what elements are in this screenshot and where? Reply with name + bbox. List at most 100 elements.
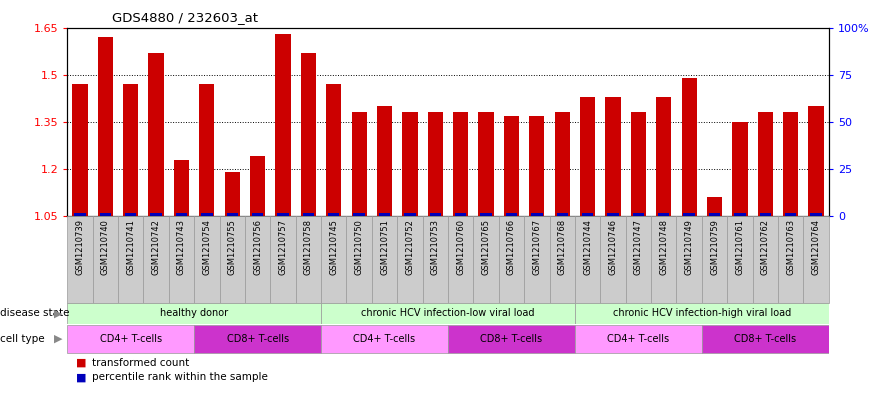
Bar xyxy=(402,112,418,216)
Text: healthy donor: healthy donor xyxy=(160,309,228,318)
Text: GSM1210744: GSM1210744 xyxy=(583,219,592,275)
Bar xyxy=(252,213,263,216)
Text: GSM1210752: GSM1210752 xyxy=(405,219,415,275)
Bar xyxy=(808,106,823,216)
Bar xyxy=(176,213,187,216)
Text: GSM1210754: GSM1210754 xyxy=(202,219,211,275)
Bar xyxy=(676,216,702,303)
Bar xyxy=(321,303,575,324)
Text: GSM1210749: GSM1210749 xyxy=(685,219,694,275)
Text: GSM1210742: GSM1210742 xyxy=(151,219,160,275)
Text: GSM1210748: GSM1210748 xyxy=(659,219,668,275)
Bar xyxy=(73,84,88,216)
Bar xyxy=(379,213,391,216)
Bar xyxy=(118,216,143,303)
Text: GSM1210759: GSM1210759 xyxy=(710,219,719,275)
Text: ▶: ▶ xyxy=(55,309,63,318)
Bar xyxy=(201,213,212,216)
Text: CD8+ T-cells: CD8+ T-cells xyxy=(227,334,289,344)
Text: GSM1210761: GSM1210761 xyxy=(736,219,745,275)
Bar xyxy=(600,216,625,303)
Text: GSM1210763: GSM1210763 xyxy=(786,219,796,275)
Bar xyxy=(125,213,136,216)
Text: GSM1210764: GSM1210764 xyxy=(812,219,821,275)
Text: GSM1210762: GSM1210762 xyxy=(761,219,770,275)
Bar xyxy=(351,112,366,216)
Text: chronic HCV infection-low viral load: chronic HCV infection-low viral load xyxy=(361,309,535,318)
Bar xyxy=(275,34,290,216)
Text: GDS4880 / 232603_at: GDS4880 / 232603_at xyxy=(112,11,258,24)
Text: transformed count: transformed count xyxy=(92,358,190,368)
Bar xyxy=(372,216,397,303)
Bar xyxy=(480,213,492,216)
Bar xyxy=(453,112,469,216)
Bar xyxy=(67,303,321,324)
Bar xyxy=(810,213,822,216)
Bar xyxy=(783,112,798,216)
Bar xyxy=(353,213,365,216)
Bar xyxy=(277,213,289,216)
Text: CD4+ T-cells: CD4+ T-cells xyxy=(99,334,162,344)
Bar xyxy=(321,216,347,303)
Bar xyxy=(633,213,644,216)
Bar xyxy=(478,112,494,216)
Bar xyxy=(728,216,753,303)
Bar xyxy=(92,216,118,303)
Bar xyxy=(607,213,619,216)
Bar xyxy=(404,213,416,216)
Bar xyxy=(702,325,829,353)
Bar xyxy=(473,216,499,303)
Text: chronic HCV infection-high viral load: chronic HCV infection-high viral load xyxy=(613,309,791,318)
Bar xyxy=(174,160,189,216)
Bar xyxy=(531,213,543,216)
Bar xyxy=(199,84,214,216)
Bar xyxy=(625,216,651,303)
Bar xyxy=(74,213,86,216)
Bar xyxy=(555,112,570,216)
Text: GSM1210758: GSM1210758 xyxy=(304,219,313,275)
Bar xyxy=(245,216,271,303)
Bar xyxy=(225,172,240,216)
Text: ■: ■ xyxy=(76,372,87,382)
Bar xyxy=(168,216,194,303)
Text: GSM1210751: GSM1210751 xyxy=(380,219,389,275)
Bar xyxy=(423,216,448,303)
Bar xyxy=(321,325,448,353)
Bar xyxy=(377,106,392,216)
Bar xyxy=(804,216,829,303)
Text: GSM1210767: GSM1210767 xyxy=(532,219,541,275)
Text: ▶: ▶ xyxy=(55,334,63,344)
Text: GSM1210745: GSM1210745 xyxy=(329,219,339,275)
Text: disease state: disease state xyxy=(0,309,70,318)
Bar xyxy=(328,213,340,216)
Bar xyxy=(194,325,321,353)
Text: GSM1210768: GSM1210768 xyxy=(557,219,567,275)
Text: cell type: cell type xyxy=(0,334,45,344)
Bar xyxy=(753,216,778,303)
Bar xyxy=(732,122,747,216)
Bar xyxy=(702,216,728,303)
Text: GSM1210765: GSM1210765 xyxy=(481,219,491,275)
Bar xyxy=(556,213,568,216)
Bar xyxy=(67,325,194,353)
Bar xyxy=(99,213,111,216)
Bar xyxy=(98,37,113,216)
Bar xyxy=(682,78,697,216)
Bar xyxy=(429,213,441,216)
Bar xyxy=(709,213,720,216)
Bar xyxy=(448,325,575,353)
Bar xyxy=(651,216,676,303)
Text: percentile rank within the sample: percentile rank within the sample xyxy=(92,372,268,382)
Bar xyxy=(658,213,669,216)
Bar xyxy=(250,156,265,216)
Bar xyxy=(455,213,467,216)
Bar xyxy=(580,97,595,216)
Bar xyxy=(631,112,646,216)
Bar xyxy=(524,216,549,303)
Bar xyxy=(499,216,524,303)
Bar xyxy=(530,116,545,216)
Text: CD8+ T-cells: CD8+ T-cells xyxy=(734,334,797,344)
Bar xyxy=(194,216,220,303)
Bar xyxy=(785,213,797,216)
Bar xyxy=(326,84,341,216)
